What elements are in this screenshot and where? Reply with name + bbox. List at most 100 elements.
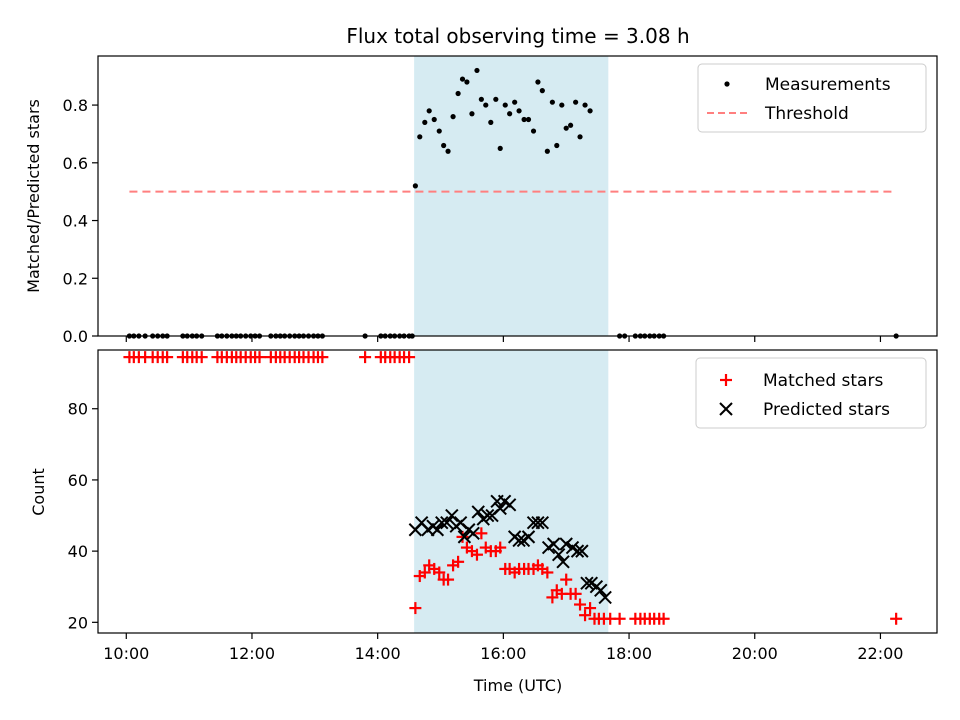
measurement-point bbox=[497, 145, 503, 151]
matched-stars-point bbox=[409, 602, 422, 615]
x-tick-label: 22:00 bbox=[857, 644, 903, 663]
y-tick-label: 60 bbox=[68, 471, 88, 490]
legend-predicted-marker bbox=[719, 402, 733, 416]
matched-stars-point bbox=[569, 587, 582, 600]
measurement-point bbox=[493, 96, 499, 102]
y-tick-label: 0.8 bbox=[63, 96, 88, 115]
predicted-stars-point bbox=[435, 515, 449, 530]
matched-stars-point bbox=[890, 612, 903, 625]
matched-stars-point bbox=[452, 555, 465, 568]
measurement-point bbox=[507, 111, 513, 117]
count-shaded-region bbox=[414, 350, 609, 633]
matched-stars-point bbox=[657, 612, 670, 625]
x-tick-label: 16:00 bbox=[480, 644, 526, 663]
predicted-stars-point bbox=[471, 505, 485, 519]
predicted-stars-point bbox=[559, 537, 573, 551]
y-tick-label: 40 bbox=[68, 542, 88, 561]
measurement-point bbox=[426, 108, 432, 114]
measurement-point bbox=[469, 111, 475, 117]
x-tick-label: 18:00 bbox=[606, 644, 652, 663]
ratio-panel: 0.00.20.40.60.8 Matched/Predicted stars … bbox=[24, 55, 938, 346]
ratio-legend-box bbox=[697, 63, 927, 133]
measurement-point bbox=[459, 76, 466, 82]
predicted-stars-point bbox=[535, 515, 550, 530]
count-legend-box bbox=[695, 357, 927, 429]
measurement-point bbox=[436, 128, 442, 134]
y-tick-label: 0.0 bbox=[63, 327, 88, 346]
legend-matched-label: Matched stars bbox=[763, 371, 883, 391]
matched-stars-point bbox=[475, 527, 488, 540]
y-tick-label: 80 bbox=[68, 400, 88, 419]
matched-stars-point bbox=[541, 566, 554, 579]
predicted-stars-point bbox=[480, 508, 495, 523]
predicted-stars-point bbox=[445, 508, 459, 523]
y-tick-label: 0.6 bbox=[63, 154, 88, 173]
matched-stars-point bbox=[433, 566, 446, 579]
measurement-point bbox=[535, 79, 541, 85]
legend-predicted-label: Predicted stars bbox=[763, 400, 890, 420]
measurement-point bbox=[516, 108, 522, 114]
legend-threshold-label: Threshold bbox=[764, 104, 849, 124]
count-marks bbox=[123, 351, 903, 625]
measurement-point bbox=[441, 142, 447, 149]
chart-title: Flux total observing time = 3.08 h bbox=[346, 24, 689, 48]
matched-stars-point bbox=[579, 609, 592, 622]
ratio-shaded-region bbox=[414, 56, 609, 336]
count-x-ticks: 10:00 12:00 14:00 16:00 18:00 20:00 22:00 bbox=[103, 633, 903, 663]
count-panel-frame bbox=[97, 349, 938, 634]
measurement-point bbox=[554, 142, 560, 149]
matched-stars-point bbox=[359, 351, 372, 364]
measurement-point bbox=[530, 128, 537, 134]
predicted-stars-point bbox=[493, 501, 507, 516]
matched-stars-point bbox=[584, 602, 597, 615]
predicted-stars-point bbox=[575, 544, 589, 558]
measurement-point bbox=[431, 116, 437, 123]
predicted-stars-point bbox=[521, 530, 536, 544]
measurement-point bbox=[474, 67, 480, 74]
measurement-point bbox=[478, 96, 484, 102]
legend-measurements-marker bbox=[724, 81, 730, 87]
predicted-stars-point bbox=[570, 544, 585, 558]
matched-stars-point bbox=[574, 598, 587, 611]
x-tick-label: 12:00 bbox=[229, 644, 275, 663]
ratio-y-axis-label: Matched/Predicted stars bbox=[24, 99, 43, 293]
legend-measurements-label: Measurements bbox=[765, 75, 891, 95]
measurement-point bbox=[582, 102, 588, 108]
predicted-stars-point bbox=[430, 523, 445, 537]
ratio-y-ticks: 0.0 0.2 0.4 0.6 0.8 bbox=[63, 96, 98, 346]
predicted-stars-point bbox=[440, 515, 454, 530]
ratio-legend: Measurements Threshold bbox=[697, 63, 927, 133]
measurement-point bbox=[568, 122, 574, 128]
measurement-point bbox=[521, 116, 527, 123]
predicted-stars-point bbox=[512, 533, 526, 548]
ratio-panel-frame bbox=[97, 55, 938, 337]
matched-stars-point bbox=[161, 351, 174, 364]
count-y-axis-label: Count bbox=[29, 468, 48, 516]
count-panel: 20 40 60 80 10:00 12:00 14:00 16:00 18:00 20:00 2… bbox=[29, 349, 938, 663]
predicted-stars-point bbox=[556, 555, 570, 569]
predicted-stars-point bbox=[457, 530, 472, 544]
measurement-point bbox=[549, 99, 555, 105]
y-tick-label: 20 bbox=[68, 613, 88, 632]
predicted-stars-point bbox=[598, 590, 612, 605]
x-tick-label: 20:00 bbox=[732, 644, 778, 663]
matched-stars-point bbox=[442, 573, 455, 586]
predicted-stars-point bbox=[531, 515, 545, 530]
measurement-point bbox=[559, 102, 565, 108]
measurement-point bbox=[450, 114, 456, 120]
matched-stars-point bbox=[253, 351, 266, 364]
measurement-point bbox=[577, 134, 583, 140]
measurement-point bbox=[464, 79, 470, 85]
predicted-stars-point bbox=[502, 498, 517, 512]
shaded-observing-window bbox=[414, 56, 609, 336]
measurement-point bbox=[422, 119, 428, 125]
measurement-point bbox=[417, 134, 423, 140]
matched-stars-point bbox=[560, 573, 573, 586]
measurement-point bbox=[512, 99, 518, 105]
ratio-x-ticks bbox=[125, 336, 882, 342]
measurement-point bbox=[539, 88, 545, 94]
x-tick-label: 10:00 bbox=[103, 644, 149, 663]
measurement-point bbox=[455, 90, 461, 97]
measurement-point bbox=[502, 102, 508, 108]
